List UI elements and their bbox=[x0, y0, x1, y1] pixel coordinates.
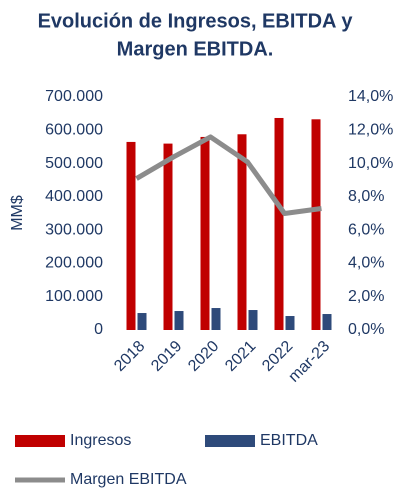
bar bbox=[248, 310, 258, 330]
y-tick-label: 100.000 bbox=[45, 288, 103, 305]
bar bbox=[200, 136, 210, 330]
y2-tick-label: 4,0% bbox=[348, 255, 384, 272]
legend-swatch bbox=[205, 435, 255, 447]
y2-tick-label: 14,0% bbox=[348, 88, 393, 105]
bar bbox=[163, 143, 173, 330]
line bbox=[135, 134, 322, 216]
y-tick-label: 700.000 bbox=[45, 88, 103, 105]
bar bbox=[322, 314, 332, 330]
bar bbox=[311, 119, 321, 331]
x-tick-label: 2021 bbox=[222, 338, 259, 375]
y2-tick-label: 6,0% bbox=[348, 221, 384, 238]
x-tick-label: 2018 bbox=[111, 338, 148, 375]
bar bbox=[274, 117, 284, 330]
legend-label: Ingresos bbox=[70, 432, 131, 449]
y2-tick-label: 10,0% bbox=[348, 155, 393, 172]
y2-tick-label: 0,0% bbox=[348, 321, 384, 338]
legend-label: EBITDA bbox=[260, 432, 318, 449]
y2-tick-label: 8,0% bbox=[348, 188, 384, 205]
bar bbox=[174, 311, 184, 330]
bar bbox=[137, 313, 147, 330]
chart-title: Evolución de Ingresos, EBITDA y bbox=[38, 10, 354, 32]
y-tick-label: 300.000 bbox=[45, 221, 103, 238]
x-tick-label: mar-23 bbox=[285, 338, 333, 386]
x-tick-label: 2019 bbox=[148, 338, 185, 375]
y-axis-label: MM$ bbox=[9, 195, 26, 231]
bar bbox=[237, 134, 247, 330]
bar bbox=[126, 141, 136, 330]
bar bbox=[211, 308, 221, 330]
y-tick-label: 600.000 bbox=[45, 122, 103, 139]
y2-tick-label: 12,0% bbox=[348, 122, 393, 139]
legend-swatch bbox=[15, 435, 65, 447]
x-tick-label: 2020 bbox=[185, 338, 222, 375]
y-tick-label: 200.000 bbox=[45, 255, 103, 272]
legend-label: Margen EBITDA bbox=[70, 471, 187, 488]
bar bbox=[285, 316, 295, 330]
y-tick-label: 400.000 bbox=[45, 188, 103, 205]
y-tick-label: 500.000 bbox=[45, 155, 103, 172]
y-tick-label: 0 bbox=[94, 321, 103, 338]
chart-title: Margen EBITDA. bbox=[117, 38, 274, 60]
y2-tick-label: 2,0% bbox=[348, 288, 384, 305]
